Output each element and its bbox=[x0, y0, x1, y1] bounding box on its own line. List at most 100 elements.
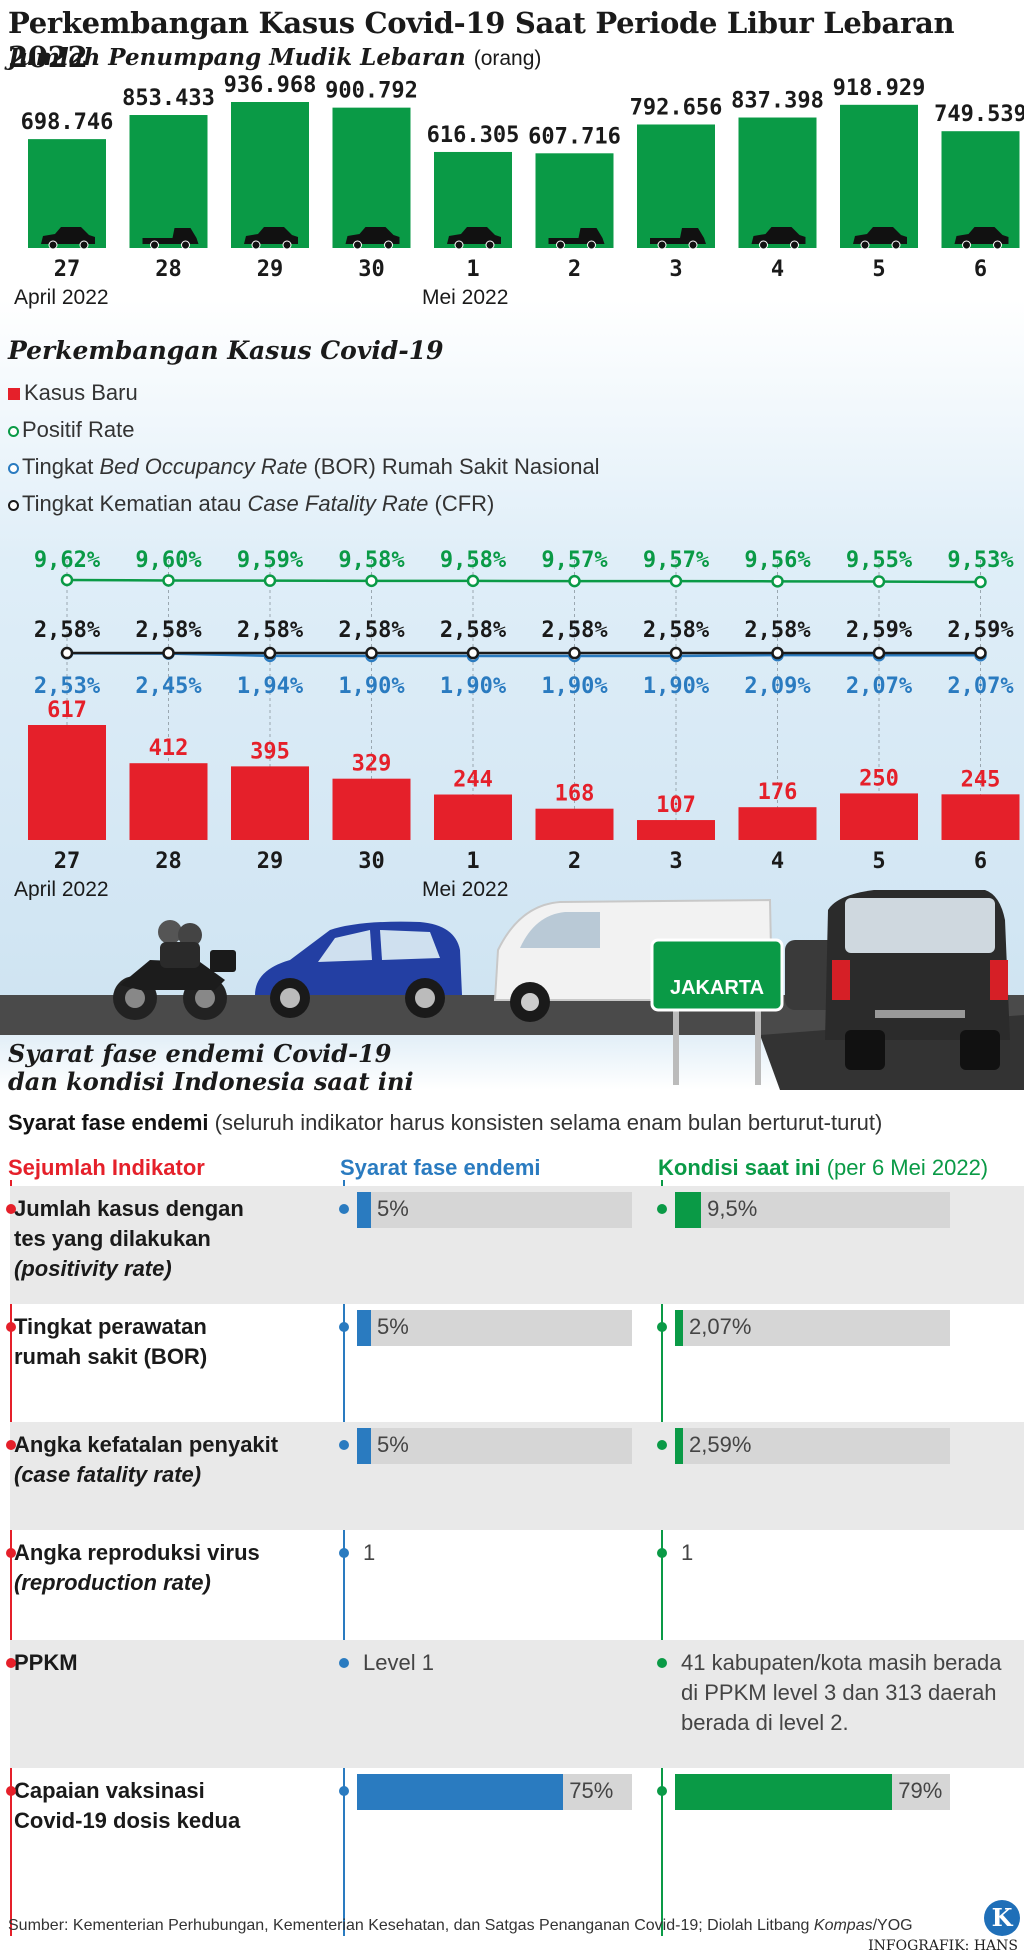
indicator-col-line bbox=[10, 1180, 12, 1936]
bor-value-label: 2,45% bbox=[135, 674, 202, 699]
passenger-value-label: 900.792 bbox=[325, 79, 418, 104]
kondisi-bar-label: 79% bbox=[898, 1778, 943, 1803]
case-bar bbox=[231, 766, 309, 840]
kondisi-bar-track: 2,59% bbox=[675, 1428, 950, 1464]
covid-date-label: 30 bbox=[358, 849, 385, 874]
cfr-value-label: 2,59% bbox=[947, 618, 1014, 643]
kondisi-bar-label: 2,59% bbox=[689, 1432, 752, 1457]
indicator-line: (positivity rate) bbox=[14, 1256, 172, 1281]
pickup-icon bbox=[548, 228, 605, 250]
wheel bbox=[79, 240, 89, 250]
wheel bbox=[891, 240, 901, 250]
legend-bor: Tingkat Bed Occupancy Rate (BOR) Rumah S… bbox=[8, 454, 600, 480]
car-icon bbox=[244, 227, 298, 250]
passenger-value-label: 749.539 bbox=[934, 102, 1024, 127]
positif-rate-value-label: 9,57% bbox=[541, 548, 608, 573]
page-title: Perkembangan Kasus Covid-19 Saat Periode… bbox=[8, 6, 955, 74]
car-body bbox=[345, 227, 400, 244]
wheel bbox=[556, 240, 565, 250]
bor-value-label: 1,94% bbox=[237, 674, 304, 699]
positif-rate-value-label: 9,57% bbox=[643, 548, 710, 573]
car-icon bbox=[447, 227, 501, 250]
syarat-dot bbox=[339, 1204, 349, 1214]
kondisi-value: 41 kabupaten/kota masih berada di PPKM l… bbox=[681, 1650, 1002, 1735]
syarat-bar-track: 5% bbox=[357, 1310, 632, 1346]
indicator-dot bbox=[6, 1322, 16, 1332]
table-row bbox=[10, 1640, 1024, 1768]
cfr-value-label: 2,58% bbox=[541, 618, 608, 643]
endemic-subtitle-bold: Syarat fase endemi bbox=[8, 1110, 209, 1135]
case-bar bbox=[332, 778, 411, 840]
kondisi-dot bbox=[657, 1658, 667, 1668]
indicator-label: Jumlah kasus dengan tes yang dilakukan (po… bbox=[14, 1194, 244, 1284]
indicator-line: Covid-19 dosis kedua bbox=[14, 1808, 241, 1833]
wheel bbox=[454, 240, 464, 250]
positif-rate-value-label: 9,56% bbox=[744, 548, 811, 573]
kondisi-bar-label: 2,07% bbox=[689, 1314, 752, 1339]
bor-value-label: 1,90% bbox=[643, 674, 710, 699]
case-value-label: 245 bbox=[961, 767, 1001, 792]
kondisi-bar-fill bbox=[675, 1310, 683, 1346]
covid-date-label: 2 bbox=[568, 849, 581, 874]
passenger-date-label: 1 bbox=[466, 257, 479, 282]
kondisi-dot bbox=[657, 1440, 667, 1450]
legend-positif-label: Positif Rate bbox=[22, 417, 135, 442]
positif-rate-point bbox=[568, 574, 581, 588]
pickup-body bbox=[142, 228, 199, 244]
legend-cfr: Tingkat Kematian atau Case Fatality Rate… bbox=[8, 491, 494, 517]
cfr-value-label: 2,58% bbox=[135, 618, 202, 643]
footer-source-post: /YOG bbox=[872, 1917, 913, 1934]
positif-rate-value-label: 9,55% bbox=[846, 548, 913, 573]
case-value-label: 244 bbox=[453, 768, 493, 793]
case-bar bbox=[535, 808, 614, 840]
positif-rate-point bbox=[974, 575, 987, 589]
indicator-dot bbox=[6, 1204, 16, 1214]
indicator-line: (case fatality rate) bbox=[14, 1462, 202, 1487]
passenger-bar bbox=[840, 104, 918, 248]
car-icon bbox=[345, 227, 400, 250]
covid-date-label: 28 bbox=[155, 849, 182, 874]
passenger-value-label: 837.398 bbox=[731, 89, 824, 114]
car-body bbox=[853, 227, 907, 244]
endemic-title-line1: Syarat fase endemi Covid-19 bbox=[8, 1039, 392, 1068]
car-icon bbox=[751, 227, 806, 250]
legend-cfr-post: (CFR) bbox=[428, 491, 495, 516]
covid-chart-title: Perkembangan Kasus Covid-19 bbox=[8, 336, 444, 365]
cfr-point bbox=[872, 646, 886, 660]
kondisi-bar-fill bbox=[675, 1774, 893, 1810]
passenger-bar bbox=[637, 124, 715, 248]
car-body bbox=[447, 227, 501, 244]
wheel bbox=[657, 240, 667, 250]
pickup-body bbox=[548, 228, 605, 244]
syarat-bar-fill bbox=[357, 1428, 371, 1464]
indicator-line: Tingkat perawatan bbox=[14, 1314, 207, 1339]
legend-positif: Positif Rate bbox=[8, 417, 135, 443]
case-value-label: 395 bbox=[250, 739, 290, 764]
case-value-label: 176 bbox=[758, 780, 798, 805]
legend-kasus-label: Kasus Baru bbox=[24, 380, 138, 405]
case-bar bbox=[840, 793, 918, 840]
legend-bor-italic: Bed Occupancy Rate bbox=[99, 454, 308, 479]
passenger-date-label: 30 bbox=[358, 257, 385, 282]
indicator-label: Tingkat perawatan rumah sakit (BOR) bbox=[14, 1312, 207, 1372]
kondisi-col-line bbox=[661, 1180, 663, 1936]
endemic-subtitle-note: (seluruh indikator harus konsisten selam… bbox=[214, 1110, 883, 1135]
footer-source-italic: Kompas bbox=[813, 1917, 873, 1934]
wheel bbox=[860, 240, 870, 250]
kondisi-dot bbox=[657, 1786, 667, 1796]
covid-combo-chart: 617 27 412 28 395 29 329 30 244 1 168 2 107 3 176 4 250 5… bbox=[14, 548, 1020, 900]
bor-value-label: 1,90% bbox=[440, 674, 507, 699]
passenger-date-label: 4 bbox=[771, 257, 784, 282]
passenger-chart-title: Jumlah Penumpang Mudik Lebaran (orang) bbox=[8, 44, 541, 71]
syarat-bar-label: 75% bbox=[569, 1778, 614, 1803]
indicator-line: Angka reproduksi virus bbox=[14, 1540, 260, 1565]
kondisi-dot bbox=[657, 1548, 667, 1558]
legend-red-swatch bbox=[8, 388, 20, 401]
positif-rate-value-label: 9,53% bbox=[947, 548, 1014, 573]
car-body bbox=[244, 227, 298, 244]
col-head-kondisi-note: (per 6 Mei 2022) bbox=[826, 1155, 989, 1180]
indicator-dot bbox=[6, 1548, 16, 1558]
wheel bbox=[48, 240, 58, 250]
positif-rate-value-label: 9,58% bbox=[338, 548, 405, 573]
motorcycle-icon bbox=[113, 920, 236, 1020]
